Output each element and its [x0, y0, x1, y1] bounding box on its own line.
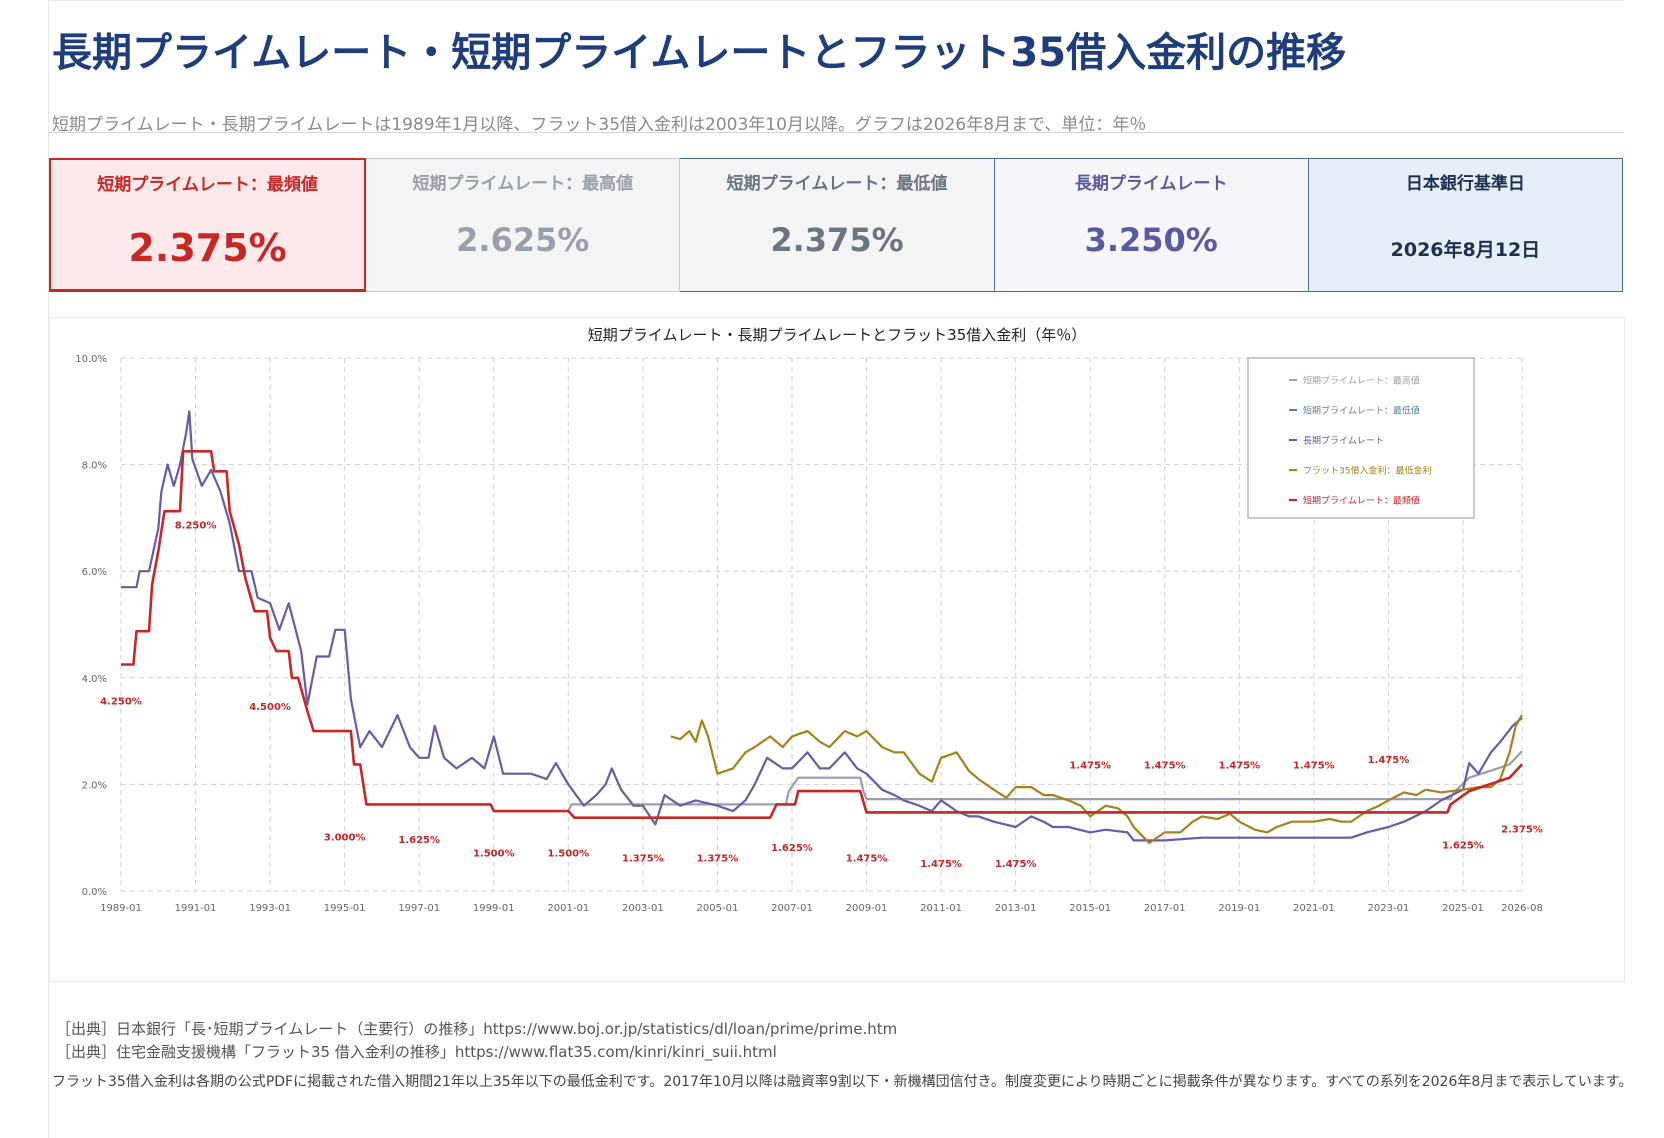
- x-tick-label: 2001-01: [547, 903, 589, 914]
- x-tick-label: 2023-01: [1368, 903, 1410, 914]
- card-value: 2.375%: [128, 226, 287, 270]
- x-tick-label: 2021-01: [1293, 903, 1335, 914]
- card-label: 日本銀行基準日: [1405, 174, 1525, 194]
- x-tick-label: 2026-08: [1501, 903, 1543, 914]
- data-label: 4.500%: [249, 702, 291, 713]
- x-tick-label: 1991-01: [175, 903, 217, 914]
- x-tick-label: 1999-01: [473, 903, 515, 914]
- x-tick-label: 1997-01: [398, 903, 440, 914]
- x-tick-label: 1989-01: [100, 903, 142, 914]
- y-tick-label: 4.0%: [82, 674, 107, 685]
- card-label: 長期プライムレート: [1074, 174, 1228, 194]
- chart-panel: 短期プライムレート・長期プライムレートとフラット35借入金利（年％） 0.0% 2.…: [49, 317, 1625, 982]
- data-label: 1.475%: [995, 859, 1037, 870]
- x-tick-label: 2003-01: [622, 903, 664, 914]
- card-value: 2026年8月12日: [1390, 239, 1541, 261]
- data-label: 1.475%: [1368, 755, 1410, 766]
- page-top-rule: [48, 0, 1624, 1]
- x-tick-label: 2017-01: [1144, 903, 1186, 914]
- data-label: 1.475%: [1218, 760, 1260, 771]
- data-label: 8.250%: [175, 521, 217, 532]
- page-title: 長期プライムレート・短期プライムレートとフラット35借入金利の推移: [52, 30, 1347, 76]
- card-label: 短期プライムレート：最低値: [726, 174, 948, 194]
- legend-label: フラット35借入金利：最低金利: [1303, 465, 1431, 477]
- data-label: 1.375%: [622, 854, 664, 865]
- y-tick-label: 10.0%: [75, 354, 107, 365]
- x-tick-label: 2007-01: [771, 903, 813, 914]
- data-label: 1.375%: [697, 854, 739, 865]
- data-label: 1.475%: [1069, 760, 1111, 771]
- data-label: 1.475%: [1144, 760, 1186, 771]
- page-left-rule: [48, 0, 49, 1138]
- x-tick-label: 2009-01: [846, 903, 888, 914]
- x-tick-label: 2025-01: [1442, 903, 1484, 914]
- x-tick-label: 2005-01: [697, 903, 739, 914]
- x-tick-label: 1993-01: [249, 903, 291, 914]
- y-tick-label: 2.0%: [82, 780, 107, 791]
- card-value: 2.625%: [456, 221, 590, 259]
- card-label: 短期プライムレート：最頻値: [97, 175, 318, 195]
- source-flat35: ［出典］住宅金融支援機構「フラット35 借入金利の推移」https://www.…: [56, 1043, 777, 1061]
- y-tick-label: 8.0%: [82, 461, 107, 472]
- footnote: フラット35借入金利は各期の公式PDFに掲載された借入期間21年以上35年以下の…: [52, 1074, 1633, 1090]
- data-label: 1.475%: [1293, 760, 1335, 771]
- x-tick-label: 1995-01: [324, 903, 366, 914]
- x-tick-label: 2011-01: [920, 903, 962, 914]
- data-label: 3.000%: [324, 832, 366, 843]
- subtitle-divider: [48, 132, 1624, 133]
- legend-label: 長期プライムレート: [1303, 436, 1384, 447]
- x-tick-label: 2013-01: [995, 903, 1037, 914]
- data-label: 2.375%: [1501, 824, 1543, 835]
- series-line-flat35: [670, 714, 1523, 845]
- series-line-long: [121, 410, 1523, 842]
- card-short-prime-max: 短期プライムレート：最高値 2.625%: [366, 158, 681, 292]
- source-boj: ［出典］日本銀行「長･短期プライムレート（主要行）の推移」https://www…: [56, 1020, 898, 1038]
- legend-label: 短期プライムレート：最頻値: [1303, 495, 1420, 507]
- card-label: 短期プライムレート：最高値: [412, 174, 634, 194]
- y-tick-label: 0.0%: [82, 887, 107, 898]
- card-value: 3.250%: [1084, 221, 1218, 259]
- data-label: 1.475%: [920, 859, 962, 870]
- data-label: 1.625%: [771, 843, 813, 854]
- series-line-short-mode: [121, 450, 1523, 820]
- legend-label: 短期プライムレート：最低値: [1303, 405, 1420, 417]
- legend-label: 短期プライムレート：最高値: [1303, 375, 1420, 387]
- rate-line-chart: 短期プライムレート・長期プライムレートとフラット35借入金利（年％） 0.0% 2.…: [75, 326, 1543, 914]
- x-tick-label: 2019-01: [1218, 903, 1260, 914]
- page-subtitle: 短期プライムレート・長期プライムレートは1989年1月以降、フラット35借入金利…: [52, 115, 1147, 135]
- series-line-short-min: [866, 763, 1523, 814]
- chart-title: 短期プライムレート・長期プライムレートとフラット35借入金利（年％）: [588, 326, 1087, 344]
- card-value: 2.375%: [770, 221, 904, 259]
- x-tick-label: 2015-01: [1069, 903, 1111, 914]
- data-label: 1.475%: [846, 854, 888, 865]
- data-label: 1.500%: [473, 848, 515, 859]
- card-short-prime-min: 短期プライムレート：最低値 2.375%: [680, 158, 995, 292]
- card-long-prime: 長期プライムレート 3.250%: [994, 158, 1309, 292]
- data-label: 1.625%: [398, 835, 440, 846]
- legend-box: [1247, 357, 1475, 519]
- summary-cards: 短期プライムレート：最頻値 2.375% 短期プライムレート：最高値 2.625…: [49, 158, 1624, 292]
- card-boj-reference-date: 日本銀行基準日 2026年8月12日: [1308, 158, 1624, 292]
- data-label: 1.625%: [1442, 840, 1484, 851]
- data-label: 4.250%: [100, 696, 142, 707]
- data-label: 1.500%: [547, 848, 589, 859]
- y-tick-label: 6.0%: [82, 567, 107, 578]
- card-short-prime-mode: 短期プライムレート：最頻値 2.375%: [49, 158, 367, 292]
